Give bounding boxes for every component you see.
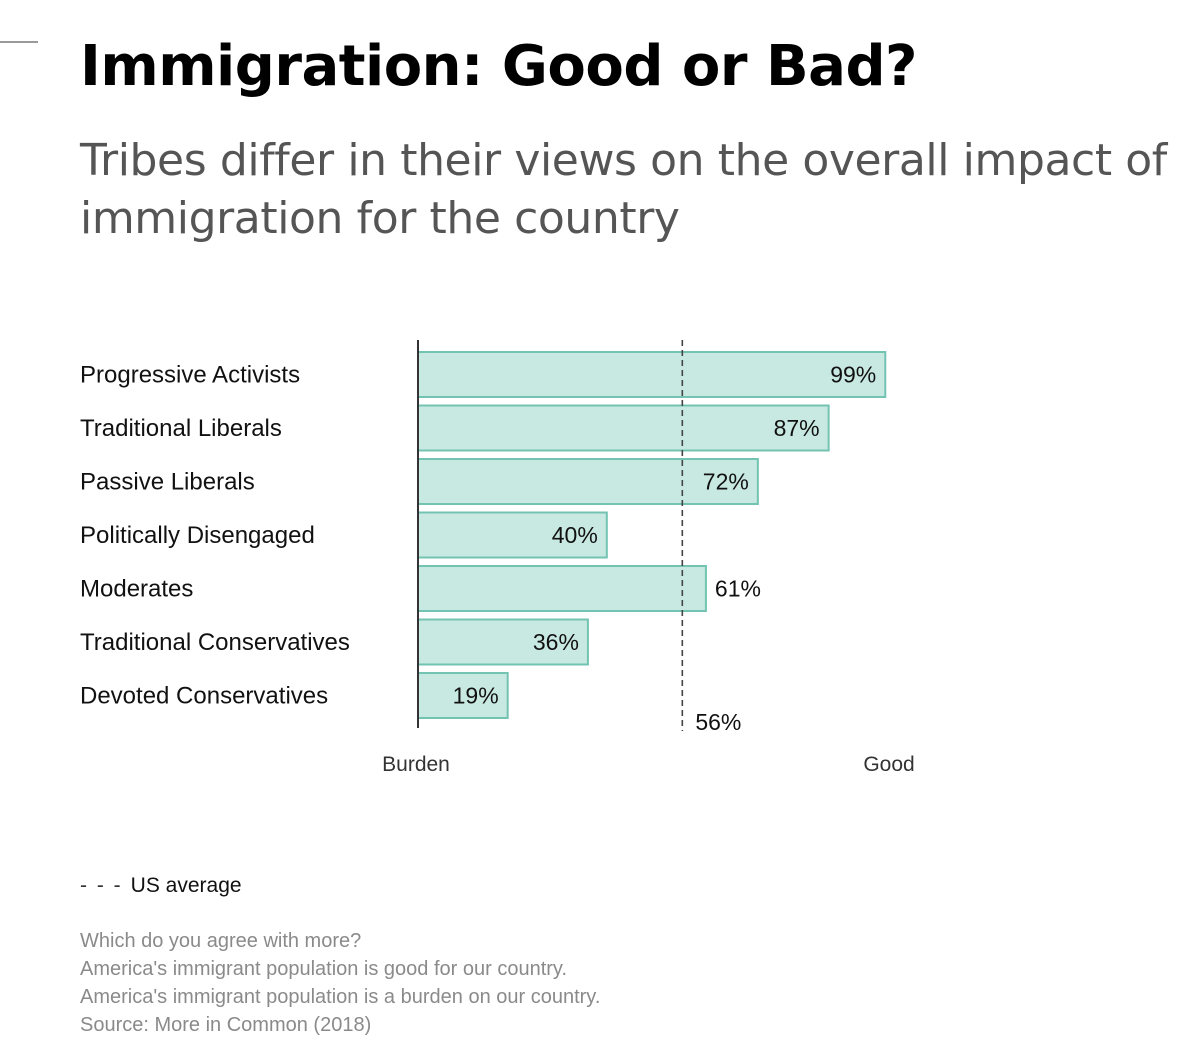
corner-rule (0, 41, 38, 43)
category-label-traditional-liberals: Traditional Liberals (80, 415, 282, 442)
category-label-traditional-conservatives: Traditional Conservatives (80, 629, 350, 656)
us-average-value-label: 56% (695, 709, 741, 735)
bar-traditional-conservatives (417, 618, 589, 666)
category-labels: Progressive Activists Traditional Liberal… (80, 362, 350, 710)
bar-chart: Progressive Activists Traditional Liberal… (80, 340, 915, 776)
survey-option-good: America's immigrant population is good f… (80, 958, 568, 980)
survey-question: Which do you agree with more? (80, 930, 362, 952)
legend-label: US average (130, 874, 242, 897)
legend-dash-key: - - - (80, 874, 123, 897)
bar-politically-disengaged (417, 511, 608, 559)
bar-moderates (417, 565, 707, 612)
chart-subtitle: Tribes differ in their views on the over… (80, 135, 1167, 244)
category-label-devoted-conservatives: Devoted Conservatives (80, 683, 328, 710)
bar-progressive-activists (417, 351, 887, 398)
value-label-traditional-liberals: 87% (774, 415, 820, 441)
footnotes: Which do you agree with more? America's … (80, 927, 600, 1039)
category-label-passive-liberals: Passive Liberals (80, 469, 255, 496)
value-label-moderates: 61% (715, 576, 761, 602)
bar-traditional-liberals (417, 404, 830, 452)
category-label-politically-disengaged: Politically Disengaged (80, 522, 315, 549)
source-note: Source: More in Common (2018) (80, 1014, 372, 1036)
value-label-devoted-conservatives: 19% (453, 683, 499, 709)
axis-label-good: Good (863, 753, 914, 776)
value-label-progressive-activists: 99% (830, 362, 876, 388)
chart-title: Immigration: Good or Bad? (80, 34, 918, 99)
legend: - - - US average (80, 874, 242, 898)
axis-label-burden: Burden (382, 753, 450, 776)
bars-group (417, 351, 887, 719)
value-labels: 99% 87% 72% 40% 61% 36% 19% (453, 362, 877, 709)
category-label-progressive-activists: Progressive Activists (80, 362, 300, 389)
survey-option-burden: America's immigrant population is a burd… (80, 986, 601, 1008)
value-label-politically-disengaged: 40% (552, 522, 598, 548)
value-label-passive-liberals: 72% (703, 469, 749, 495)
value-label-traditional-conservatives: 36% (533, 629, 579, 655)
bar-devoted-conservatives (417, 672, 509, 719)
category-label-moderates: Moderates (80, 576, 193, 603)
